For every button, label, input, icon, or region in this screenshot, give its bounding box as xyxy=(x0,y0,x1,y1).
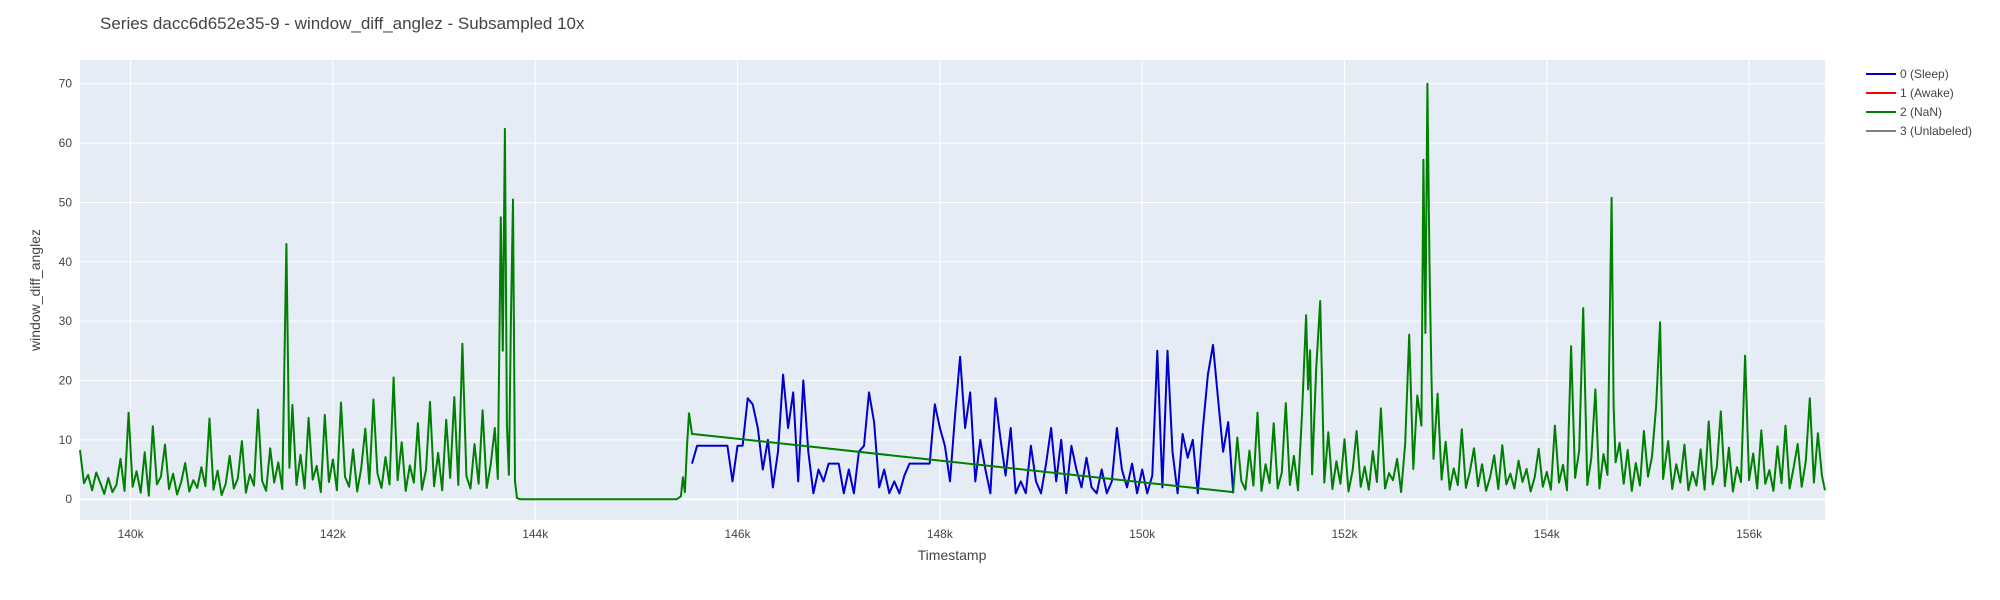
legend-label: 1 (Awake) xyxy=(1900,86,1954,100)
y-axis-ticks: 0 10 20 30 40 50 60 70 xyxy=(59,77,73,506)
x-tick-label: 150k xyxy=(1129,527,1156,541)
legend-item-0[interactable]: 0 (Sleep) xyxy=(1866,67,1949,81)
y-axis-title: window_diff_anglez xyxy=(27,229,43,352)
x-axis-title: Timestamp xyxy=(918,547,987,563)
legend-label: 0 (Sleep) xyxy=(1900,67,1949,81)
series-line-2 xyxy=(79,82,1826,501)
y-tick-label: 0 xyxy=(65,492,72,506)
x-axis-ticks: 140k 142k 144k 146k 148k 150k 152k 154k 156k xyxy=(118,527,1764,541)
x-tick-label: 156k xyxy=(1736,527,1763,541)
x-tick-label: 154k xyxy=(1534,527,1561,541)
x-tick-label: 142k xyxy=(320,527,347,541)
x-tick-label: 140k xyxy=(118,527,145,541)
chart-title: Series dacc6d652e35-9 - window_diff_angl… xyxy=(100,14,585,33)
y-tick-label: 60 xyxy=(59,136,73,150)
x-tick-label: 146k xyxy=(725,527,752,541)
y-tick-label: 70 xyxy=(59,77,73,91)
x-tick-label: 144k xyxy=(522,527,549,541)
y-tick-label: 10 xyxy=(59,433,73,447)
legend-item-3[interactable]: 3 (Unlabeled) xyxy=(1866,124,1972,138)
y-tick-label: 20 xyxy=(59,374,73,388)
legend-item-1[interactable]: 1 (Awake) xyxy=(1866,86,1954,100)
y-tick-label: 30 xyxy=(59,314,73,328)
legend[interactable]: 0 (Sleep) 1 (Awake) 2 (NaN) 3 (Unlabeled) xyxy=(1866,67,1972,138)
y-tick-label: 50 xyxy=(59,195,73,209)
legend-label: 3 (Unlabeled) xyxy=(1900,124,1972,138)
legend-label: 2 (NaN) xyxy=(1900,105,1942,119)
legend-item-2[interactable]: 2 (NaN) xyxy=(1866,105,1942,119)
x-tick-label: 152k xyxy=(1331,527,1358,541)
y-tick-label: 40 xyxy=(59,255,73,269)
x-tick-label: 148k xyxy=(927,527,954,541)
series-lines xyxy=(79,82,1826,501)
series-line-0 xyxy=(691,343,1235,495)
